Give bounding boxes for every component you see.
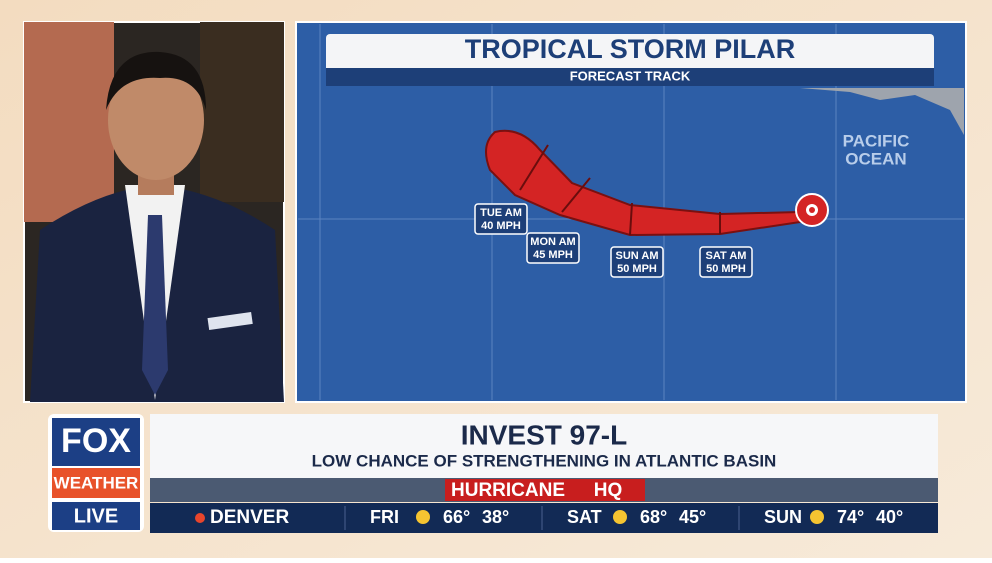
logo: FOX WEATHER LIVE xyxy=(48,414,144,532)
label-day: SAT AM xyxy=(706,250,747,262)
weather-icon xyxy=(810,510,824,524)
label-day: SUN AM xyxy=(616,250,659,262)
presenter-video xyxy=(23,21,285,403)
banner-tag: HQ xyxy=(594,480,623,501)
ticker-high: 66° xyxy=(443,507,470,527)
ticker-low: 38° xyxy=(482,507,509,527)
ticker-high: 68° xyxy=(640,507,667,527)
label-day: TUE AM xyxy=(480,207,522,219)
label-box xyxy=(699,246,753,278)
map-title: TROPICAL STORM PILAR xyxy=(465,34,796,64)
lower-third: INVEST 97-L LOW CHANCE OF STRENGTHENING … xyxy=(150,414,938,533)
label-wind: 45 MPH xyxy=(533,249,573,261)
banner-box xyxy=(445,479,645,501)
label-box xyxy=(526,232,580,264)
weather-icon xyxy=(613,510,627,524)
ticker-day: SAT xyxy=(567,507,602,527)
logo-top: FOX xyxy=(61,422,131,460)
label-day: MON AM xyxy=(530,236,575,248)
cone-dividers xyxy=(519,144,721,236)
map-subtitle: FORECAST TRACK xyxy=(570,68,691,83)
ticker-low: 40° xyxy=(876,507,903,527)
subhead: LOW CHANCE OF STRENGTHENING IN ATLANTIC … xyxy=(312,451,777,470)
land xyxy=(800,88,964,135)
ocean-label: OCEAN xyxy=(845,149,906,168)
headline: INVEST 97-L xyxy=(461,419,627,450)
storm-icon xyxy=(795,193,829,227)
map-subtitle-box xyxy=(326,68,934,86)
ticker-low: 45° xyxy=(679,507,706,527)
ocean-label: PACIFIC xyxy=(843,131,910,150)
ticker-days: FRI 66° 38° SAT 68° 45° SUN 74° 40° xyxy=(344,506,903,530)
map: PACIFIC OCEAN TROPICAL STORM PILAR FOREC… xyxy=(295,21,967,403)
weather-icon xyxy=(416,510,430,524)
banner: HURRICANE xyxy=(451,480,565,501)
ticker xyxy=(150,503,938,533)
live-label: LIVE xyxy=(74,505,118,527)
label-wind: 50 MPH xyxy=(617,263,657,275)
headline-box xyxy=(150,414,938,478)
ticker-day: FRI xyxy=(370,507,399,527)
logo-bottom: WEATHER xyxy=(54,473,139,492)
label-box xyxy=(610,246,664,278)
ticker-city: DENVER xyxy=(210,507,289,528)
label-wind: 40 MPH xyxy=(481,220,521,232)
label-wind: 50 MPH xyxy=(706,263,746,275)
pin-icon xyxy=(195,513,205,523)
ticker-day: SUN xyxy=(764,507,802,527)
ticker-high: 74° xyxy=(837,507,864,527)
label-box xyxy=(474,203,528,235)
